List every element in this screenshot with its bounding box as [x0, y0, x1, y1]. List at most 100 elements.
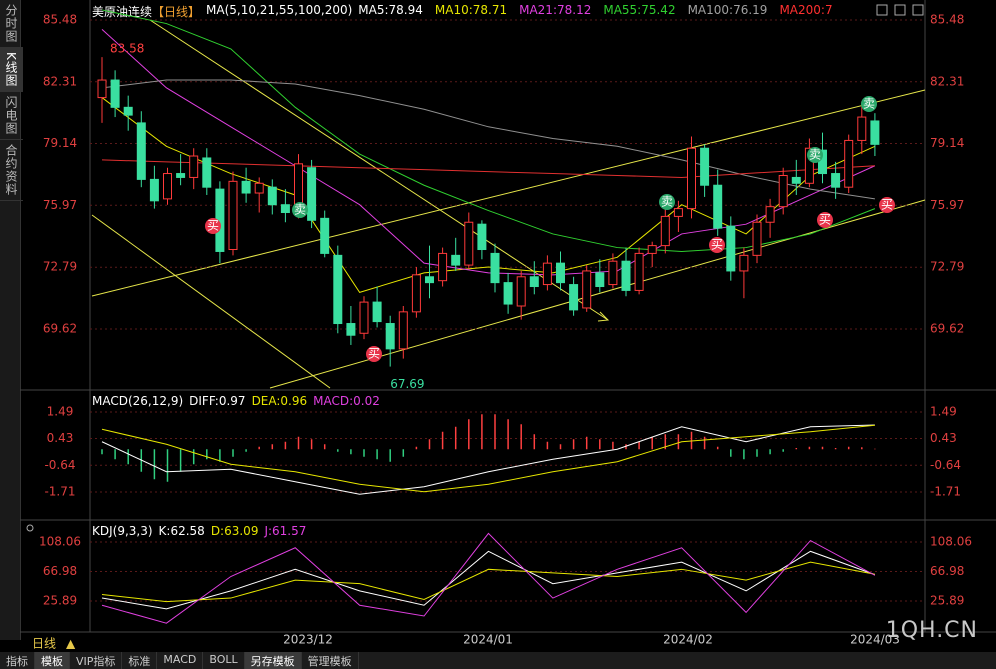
buy-marker: 买	[711, 238, 723, 252]
y-tick-label: -0.64	[930, 458, 961, 472]
y-tick-label: 66.98	[43, 564, 77, 578]
d-value: D:63.09	[210, 524, 259, 538]
candle-body	[503, 282, 513, 305]
y-tick-label: 1.49	[930, 405, 957, 419]
candle-body	[346, 323, 356, 336]
candle-body	[176, 173, 186, 178]
macd-params[interactable]: MACD(26,12,9)	[92, 394, 184, 408]
signal-markers: 买 卖 买 卖 买 卖 买 卖 买	[205, 96, 895, 362]
candle-body	[739, 254, 749, 272]
ma-value: MA10:78.71	[434, 3, 508, 17]
y-tick-label: 69.62	[930, 321, 964, 335]
y-tick-label: 85.48	[43, 13, 77, 27]
sell-marker: 卖	[809, 148, 821, 162]
low-label: 67.69	[390, 377, 424, 391]
candle-body	[425, 276, 434, 284]
candle-body	[385, 323, 395, 350]
tab[interactable]: BOLL	[203, 652, 245, 669]
x-tick-label: 2023/12	[283, 633, 333, 647]
candle-body	[228, 180, 238, 251]
kdj-line	[101, 550, 876, 610]
side-tab[interactable]: 分时图	[0, 0, 23, 48]
candle-body	[477, 223, 487, 251]
instrument: 美原油连续	[92, 5, 153, 19]
y-tick-label: 82.31	[43, 74, 77, 88]
kdj-params[interactable]: KDJ(9,3,3)	[92, 524, 153, 538]
candle-body	[831, 173, 841, 188]
candle-body	[595, 272, 605, 288]
candle-body	[844, 139, 854, 188]
buy-marker: 买	[368, 347, 380, 361]
candle-body	[307, 167, 317, 221]
y-tick-label: -1.71	[930, 485, 961, 499]
candle-body	[673, 208, 683, 217]
y-tick-label: 75.97	[930, 198, 964, 212]
ma-values: MA5:78.94 MA10:78.71 MA21:78.12 MA55:75.42 M…	[358, 3, 832, 20]
sell-marker: 卖	[661, 195, 673, 209]
tab[interactable]: VIP指标	[70, 652, 123, 669]
candle-body	[687, 147, 696, 210]
candle-body	[398, 311, 408, 350]
tab[interactable]: MACD	[157, 652, 204, 669]
y-tick-label: 72.79	[930, 260, 964, 274]
candle-body	[647, 245, 657, 254]
ma-params[interactable]: MA(5,10,21,55,100,200)	[206, 3, 353, 17]
price-header: 美原油连续 【日线】 MA(5,10,21,55,100,200) MA5:78…	[92, 3, 833, 20]
candle-body	[752, 221, 762, 256]
y-tick-label: 79.14	[43, 136, 77, 150]
period[interactable]: 【日线】	[152, 5, 201, 19]
y-tick-label: 82.31	[930, 74, 964, 88]
candle-body	[621, 260, 631, 291]
candle-body	[660, 215, 670, 247]
diff-value: DIFF:0.97	[189, 394, 246, 408]
kdj-line	[101, 532, 876, 624]
candle-body	[490, 252, 500, 284]
y-tick-label: -1.71	[44, 485, 75, 499]
ma-line	[101, 79, 875, 200]
candle-body	[359, 301, 369, 334]
candle-body	[726, 225, 736, 272]
candle-body	[569, 284, 579, 311]
candle-body	[189, 155, 199, 178]
candle-body	[464, 221, 474, 266]
candle-body	[123, 106, 133, 116]
candle-body	[870, 120, 880, 145]
bottom-tabs: 指标 模板 VIP指标 标准 MACD BOLL 另存模板 管理模板	[0, 652, 996, 669]
side-tab[interactable]: 合约资料	[0, 140, 23, 201]
candle-body	[700, 147, 710, 186]
ma-line	[101, 29, 876, 276]
side-tab[interactable]: K线图	[0, 48, 23, 92]
candle-body	[516, 276, 526, 307]
tab[interactable]: 模板	[35, 652, 70, 669]
y-tick-label: 75.97	[43, 198, 77, 212]
toolbar-icons[interactable]	[26, 4, 924, 532]
y-tick-label: -0.64	[44, 458, 75, 472]
kdj-line	[101, 561, 875, 603]
sell-marker: 卖	[863, 97, 875, 111]
tab[interactable]: 标准	[122, 652, 158, 669]
side-tab[interactable]: 闪电图	[0, 92, 23, 140]
y-tick-label: 72.79	[43, 260, 77, 274]
y-tick-label: 79.14	[930, 136, 964, 150]
high-label: 83.58	[110, 42, 144, 56]
tab[interactable]: 另存模板	[244, 652, 302, 669]
y-tick-label: 0.43	[47, 431, 74, 445]
chart: 85.48 85.48 82.31 82.31 79.14 79.14 75.97 75.97…	[20, 0, 996, 651]
candle-body	[529, 276, 539, 288]
y-tick-label: 25.89	[43, 594, 77, 608]
buy-marker: 买	[207, 219, 219, 233]
ma-line	[101, 159, 875, 178]
kdj-header: KDJ(9,3,3) K:62.58 D:63.09 J:61.57	[92, 524, 306, 538]
buy-marker: 买	[819, 213, 831, 227]
tab[interactable]: 管理模板	[302, 652, 359, 669]
tab[interactable]: 指标	[0, 652, 35, 669]
x-tick-label: 2024/03	[850, 633, 900, 647]
candle-body	[542, 262, 552, 286]
k-value: K:62.58	[158, 524, 205, 538]
period-arrow[interactable]: ▲	[66, 637, 76, 651]
candle-body	[254, 182, 264, 194]
candle-body	[634, 252, 644, 291]
macd-header: MACD(26,12,9) DIFF:0.97 DEA:0.96 MACD:0.…	[92, 394, 380, 408]
y-tick-label: 66.98	[930, 564, 964, 578]
period-label[interactable]: 日线	[32, 637, 56, 651]
